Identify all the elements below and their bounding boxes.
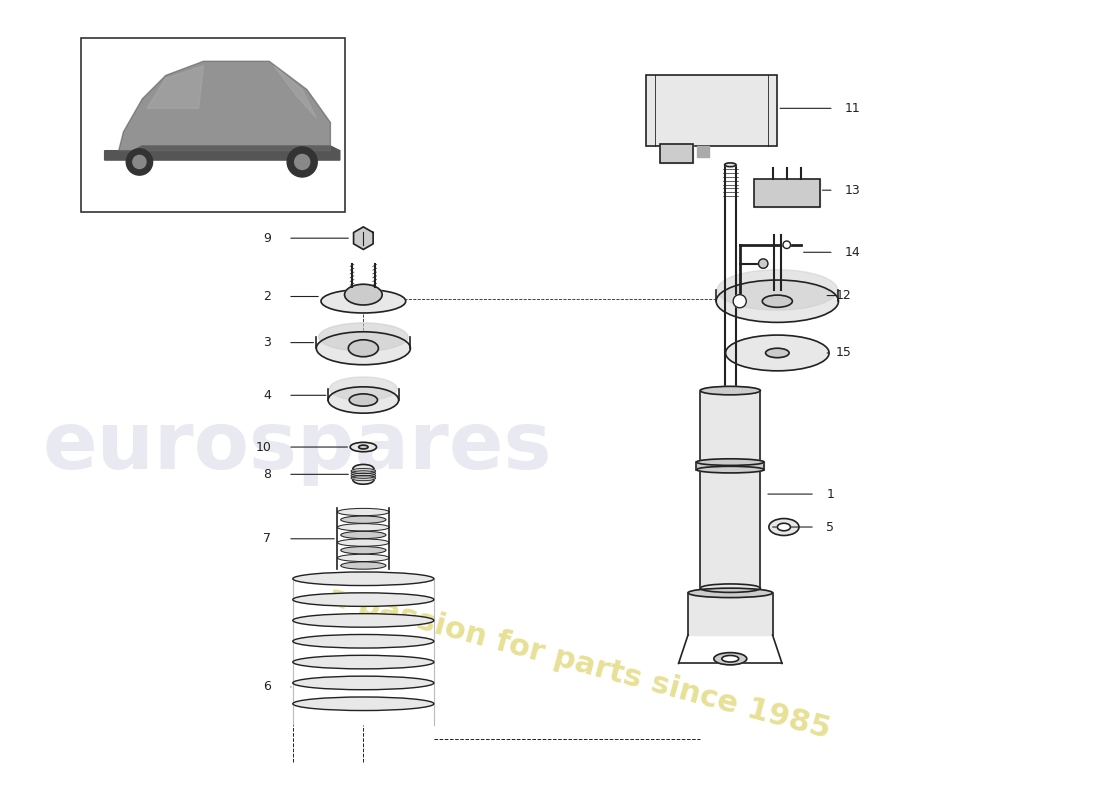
Ellipse shape: [341, 531, 386, 538]
Circle shape: [783, 241, 791, 249]
Ellipse shape: [321, 290, 406, 313]
Ellipse shape: [359, 445, 369, 449]
Ellipse shape: [769, 518, 799, 535]
Ellipse shape: [353, 465, 374, 473]
Text: a passion for parts since 1985: a passion for parts since 1985: [326, 582, 834, 745]
Bar: [81, 38, 344, 212]
Ellipse shape: [349, 394, 377, 406]
Ellipse shape: [696, 466, 764, 473]
Bar: [688, 593, 772, 635]
Ellipse shape: [701, 584, 760, 593]
Ellipse shape: [762, 295, 792, 307]
Polygon shape: [147, 66, 204, 108]
Text: 4: 4: [263, 389, 271, 402]
Ellipse shape: [766, 348, 789, 358]
Circle shape: [287, 147, 317, 177]
Ellipse shape: [351, 475, 375, 481]
Bar: [701, 390, 760, 588]
Ellipse shape: [338, 524, 389, 531]
Ellipse shape: [726, 335, 829, 371]
Ellipse shape: [293, 697, 433, 710]
Ellipse shape: [714, 653, 747, 665]
Ellipse shape: [341, 516, 386, 523]
Ellipse shape: [351, 469, 375, 474]
Ellipse shape: [701, 386, 760, 395]
Ellipse shape: [778, 523, 791, 530]
Text: 2: 2: [263, 290, 271, 303]
Ellipse shape: [293, 572, 433, 586]
Bar: [660, 144, 693, 163]
Ellipse shape: [293, 614, 433, 627]
Ellipse shape: [330, 377, 397, 401]
Text: 1: 1: [826, 487, 834, 501]
Ellipse shape: [725, 163, 736, 166]
Ellipse shape: [319, 323, 408, 351]
Bar: [646, 75, 778, 146]
Circle shape: [733, 294, 746, 308]
Ellipse shape: [351, 470, 375, 476]
Ellipse shape: [293, 676, 433, 690]
Bar: [697, 146, 708, 158]
Circle shape: [126, 149, 153, 175]
Ellipse shape: [328, 387, 398, 413]
Ellipse shape: [338, 539, 389, 546]
Text: 10: 10: [255, 441, 271, 454]
Ellipse shape: [722, 655, 739, 662]
Text: 7: 7: [263, 532, 271, 546]
Ellipse shape: [293, 655, 433, 669]
Ellipse shape: [353, 476, 374, 484]
Ellipse shape: [338, 554, 389, 562]
Ellipse shape: [341, 546, 386, 554]
Text: 15: 15: [836, 346, 851, 359]
Polygon shape: [104, 146, 340, 160]
Text: 9: 9: [263, 232, 271, 245]
Circle shape: [295, 154, 310, 170]
Text: eurospares: eurospares: [43, 408, 552, 486]
Bar: [754, 179, 820, 207]
Ellipse shape: [338, 508, 389, 516]
Text: 11: 11: [845, 102, 861, 115]
Ellipse shape: [351, 473, 375, 478]
Polygon shape: [274, 66, 317, 118]
Text: 14: 14: [845, 246, 861, 258]
Text: 12: 12: [836, 289, 851, 302]
Circle shape: [133, 155, 146, 169]
Bar: [696, 462, 764, 470]
Ellipse shape: [344, 284, 382, 305]
Text: 13: 13: [845, 184, 861, 197]
Ellipse shape: [293, 634, 433, 648]
Text: 5: 5: [826, 521, 834, 534]
Polygon shape: [353, 227, 373, 250]
Ellipse shape: [696, 459, 764, 466]
Ellipse shape: [688, 588, 772, 598]
Polygon shape: [119, 62, 330, 150]
Bar: [754, 179, 820, 207]
Circle shape: [759, 259, 768, 268]
Text: 3: 3: [263, 336, 271, 349]
Text: 8: 8: [263, 468, 271, 481]
Ellipse shape: [717, 270, 837, 310]
Ellipse shape: [716, 280, 838, 322]
Text: 6: 6: [263, 681, 271, 694]
Ellipse shape: [317, 332, 410, 365]
Ellipse shape: [350, 442, 376, 452]
Bar: [660, 144, 693, 163]
Ellipse shape: [293, 593, 433, 606]
Ellipse shape: [349, 340, 378, 357]
Ellipse shape: [341, 562, 386, 569]
